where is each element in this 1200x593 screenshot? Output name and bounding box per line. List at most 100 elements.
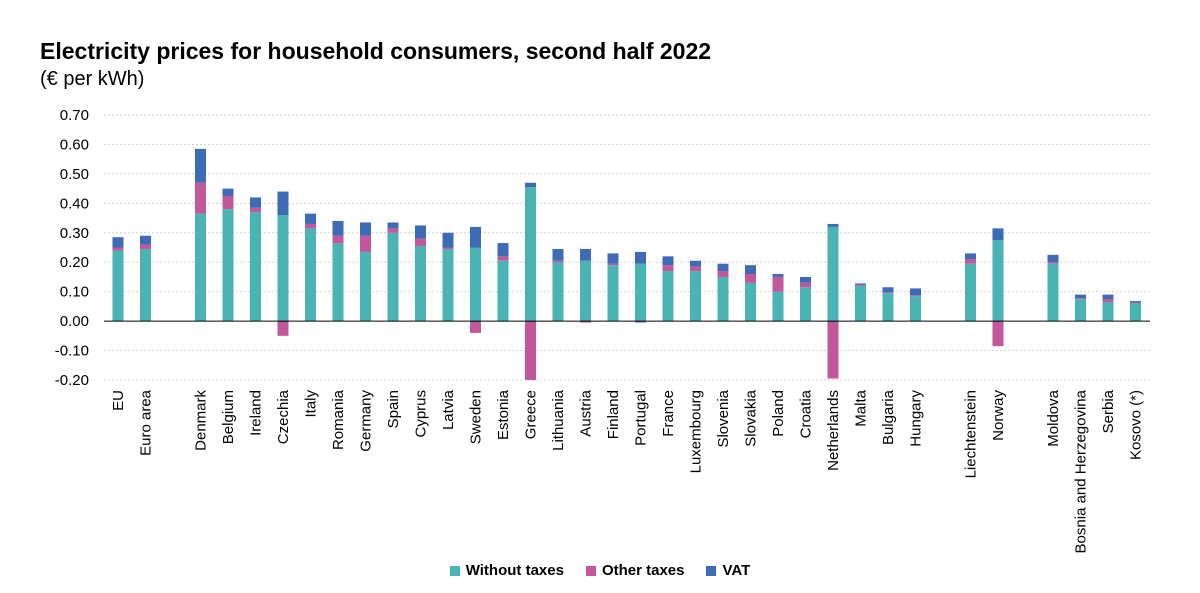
bar-without-taxes (360, 251, 371, 322)
bar-other-taxes (195, 182, 206, 214)
bar-without-taxes (772, 291, 784, 322)
bar-other-taxes (1102, 299, 1114, 302)
bar-without-taxes (222, 209, 234, 322)
bar-other-taxes (360, 235, 371, 252)
legend: Without taxes Other taxes VAT (0, 562, 1200, 579)
category-label: Italy (303, 390, 320, 418)
bar-other-taxes (387, 228, 399, 233)
bar-other-taxes (772, 276, 784, 292)
bar-vat (882, 287, 894, 293)
bar-vat (855, 283, 866, 285)
bar-other-taxes (855, 284, 866, 286)
chart-subtitle: (€ per kWh) (40, 68, 145, 90)
bar-other-taxes (635, 321, 646, 323)
y-tick-label: 0.30 (60, 225, 89, 242)
bar-other-taxes (305, 223, 316, 229)
category-label: Estonia (495, 389, 512, 440)
bar-vat (305, 213, 316, 224)
bar-other-taxes (250, 207, 261, 213)
bar-other-taxes (140, 244, 151, 249)
bar-other-taxes (112, 247, 124, 251)
legend-label-without-taxes: Without taxes (465, 562, 564, 579)
bar-vat (442, 232, 454, 248)
bar-without-taxes (332, 243, 344, 322)
bar-without-taxes (305, 228, 316, 322)
bars (112, 148, 1141, 380)
bar-other-taxes (745, 274, 756, 283)
bar-without-taxes (882, 293, 894, 322)
bar-without-taxes (195, 213, 206, 322)
bar-without-taxes (690, 271, 701, 322)
bar-vat (800, 276, 811, 283)
category-label: Greece (523, 390, 540, 439)
bar-vat (635, 251, 646, 264)
bar-vat (415, 225, 426, 239)
bar-vat (690, 260, 701, 267)
bar-other-taxes (992, 321, 1004, 347)
legend-item-vat: VAT (706, 562, 750, 579)
category-label: Czechia (275, 389, 292, 444)
legend-item-without-taxes: Without taxes (449, 562, 564, 579)
category-label: Denmark (193, 390, 210, 451)
bar-vat (112, 237, 124, 248)
category-label: Romania (330, 389, 347, 450)
category-label: Portugal (633, 390, 650, 446)
bar-without-taxes (607, 265, 619, 322)
y-tick-label: 0.40 (60, 195, 89, 212)
legend-swatch-vat (706, 565, 717, 576)
bar-vat (607, 253, 619, 264)
category-label: Netherlands (825, 390, 842, 471)
legend-label-vat: VAT (722, 562, 751, 579)
category-label: Germany (358, 390, 375, 452)
bar-without-taxes (552, 262, 564, 322)
category-label: Euro area (138, 389, 155, 456)
bar-vat (277, 191, 289, 216)
legend-swatch-without-taxes (449, 565, 460, 576)
y-tick-label: 0.20 (60, 254, 89, 271)
category-label: Croatia (798, 389, 815, 438)
category-label: Bosnia and Herzegovina (1073, 389, 1090, 553)
bar-other-taxes (910, 295, 921, 297)
bar-vat (965, 253, 976, 260)
category-label: Luxembourg (688, 390, 705, 473)
bar-without-taxes (525, 187, 536, 322)
bar-vat (387, 222, 399, 229)
bar-without-taxes (910, 296, 921, 322)
bar-without-taxes (992, 240, 1004, 322)
bar-vat (140, 235, 151, 245)
bar-without-taxes (827, 226, 839, 322)
bar-other-taxes (580, 321, 591, 323)
bar-other-taxes (1047, 262, 1059, 264)
category-label: Cyprus (413, 390, 430, 438)
y-tick-label: 0.10 (60, 284, 89, 301)
bar-other-taxes (965, 259, 976, 264)
y-tick-label: 0.60 (60, 136, 89, 153)
bar-without-taxes (250, 212, 261, 322)
bar-without-taxes (140, 248, 151, 322)
category-label: Ireland (248, 390, 265, 436)
bar-vat (552, 248, 564, 261)
y-tick-label: 0.50 (60, 166, 89, 183)
bar-other-taxes (332, 235, 344, 244)
bar-vat (910, 288, 921, 296)
bar-without-taxes (717, 276, 729, 322)
bar-other-taxes (277, 321, 289, 336)
y-tick-label: 0.70 (60, 107, 89, 124)
bar-without-taxes (442, 248, 454, 322)
category-label: Slovakia (743, 389, 760, 446)
category-label: EU (110, 390, 127, 411)
category-label: Slovenia (715, 389, 732, 447)
bar-vat (250, 197, 261, 208)
bar-vat (195, 148, 206, 183)
bar-vat (717, 263, 729, 272)
bar-vat (497, 243, 509, 257)
bar-vat (470, 226, 481, 248)
category-label: Malta (853, 389, 870, 426)
bar-vat (1130, 301, 1141, 303)
bar-without-taxes (277, 215, 289, 322)
bar-other-taxes (717, 271, 729, 277)
bar-other-taxes (442, 247, 454, 249)
category-label: Moldova (1045, 389, 1062, 446)
bar-vat (662, 256, 674, 266)
